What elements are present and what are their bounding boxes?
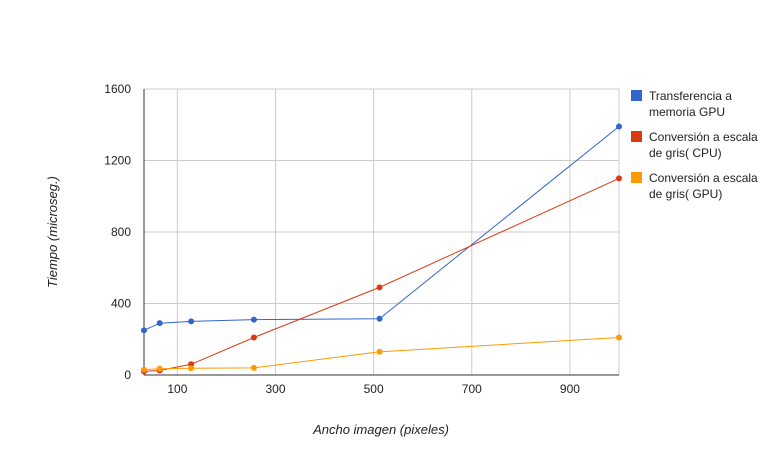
- y-tick-label: 400: [111, 297, 131, 311]
- series-2: [141, 334, 622, 373]
- x-tick-label: 100: [167, 382, 187, 396]
- legend-swatch: [631, 90, 642, 101]
- data-point: [156, 320, 163, 327]
- y-tick-label: 1600: [104, 82, 131, 96]
- series-lines: [141, 123, 622, 375]
- data-point: [141, 366, 147, 373]
- series-1: [141, 175, 622, 375]
- legend-label: Conversión a escala de gris( GPU): [649, 171, 758, 201]
- y-tick-label: 1200: [104, 154, 131, 168]
- data-point: [250, 364, 257, 371]
- data-point: [250, 316, 257, 323]
- data-point: [188, 365, 195, 372]
- y-axis-title: Tiempo (microseg.): [45, 176, 60, 288]
- grid-lines: [144, 88, 620, 375]
- data-point: [376, 315, 383, 322]
- x-tick-label: 500: [364, 382, 384, 396]
- data-point: [376, 284, 383, 291]
- legend-item: Transferencia a memoria GPU: [631, 88, 759, 120]
- series-line: [143, 177, 620, 372]
- x-tick-label: 900: [560, 382, 580, 396]
- series-0: [141, 123, 622, 334]
- legend-swatch: [631, 172, 642, 183]
- x-tick-label: 300: [265, 382, 285, 396]
- legend-label: Transferencia a memoria GPU: [649, 89, 732, 119]
- data-point: [188, 318, 195, 325]
- legend: Transferencia a memoria GPU Conversión a …: [631, 88, 759, 211]
- tick-labels: 0 400 800 1200 1600 100 300 500 700 900: [104, 82, 580, 396]
- y-tick-label: 0: [124, 368, 131, 382]
- data-point: [616, 123, 622, 130]
- y-tick-label: 800: [111, 225, 131, 239]
- data-point: [156, 365, 163, 372]
- legend-item: Conversión a escala de gris( GPU): [631, 170, 759, 202]
- x-axis-title: Ancho imagen (pixeles): [312, 422, 449, 437]
- legend-item: Conversión a escala de gris( CPU): [631, 129, 759, 161]
- data-point: [141, 327, 147, 334]
- x-tick-label: 700: [462, 382, 482, 396]
- data-point: [376, 348, 383, 355]
- legend-swatch: [631, 131, 642, 142]
- data-point: [616, 175, 622, 182]
- data-point: [250, 334, 257, 341]
- data-point: [616, 334, 622, 341]
- series-line: [143, 126, 620, 331]
- legend-label: Conversión a escala de gris( CPU): [649, 130, 758, 160]
